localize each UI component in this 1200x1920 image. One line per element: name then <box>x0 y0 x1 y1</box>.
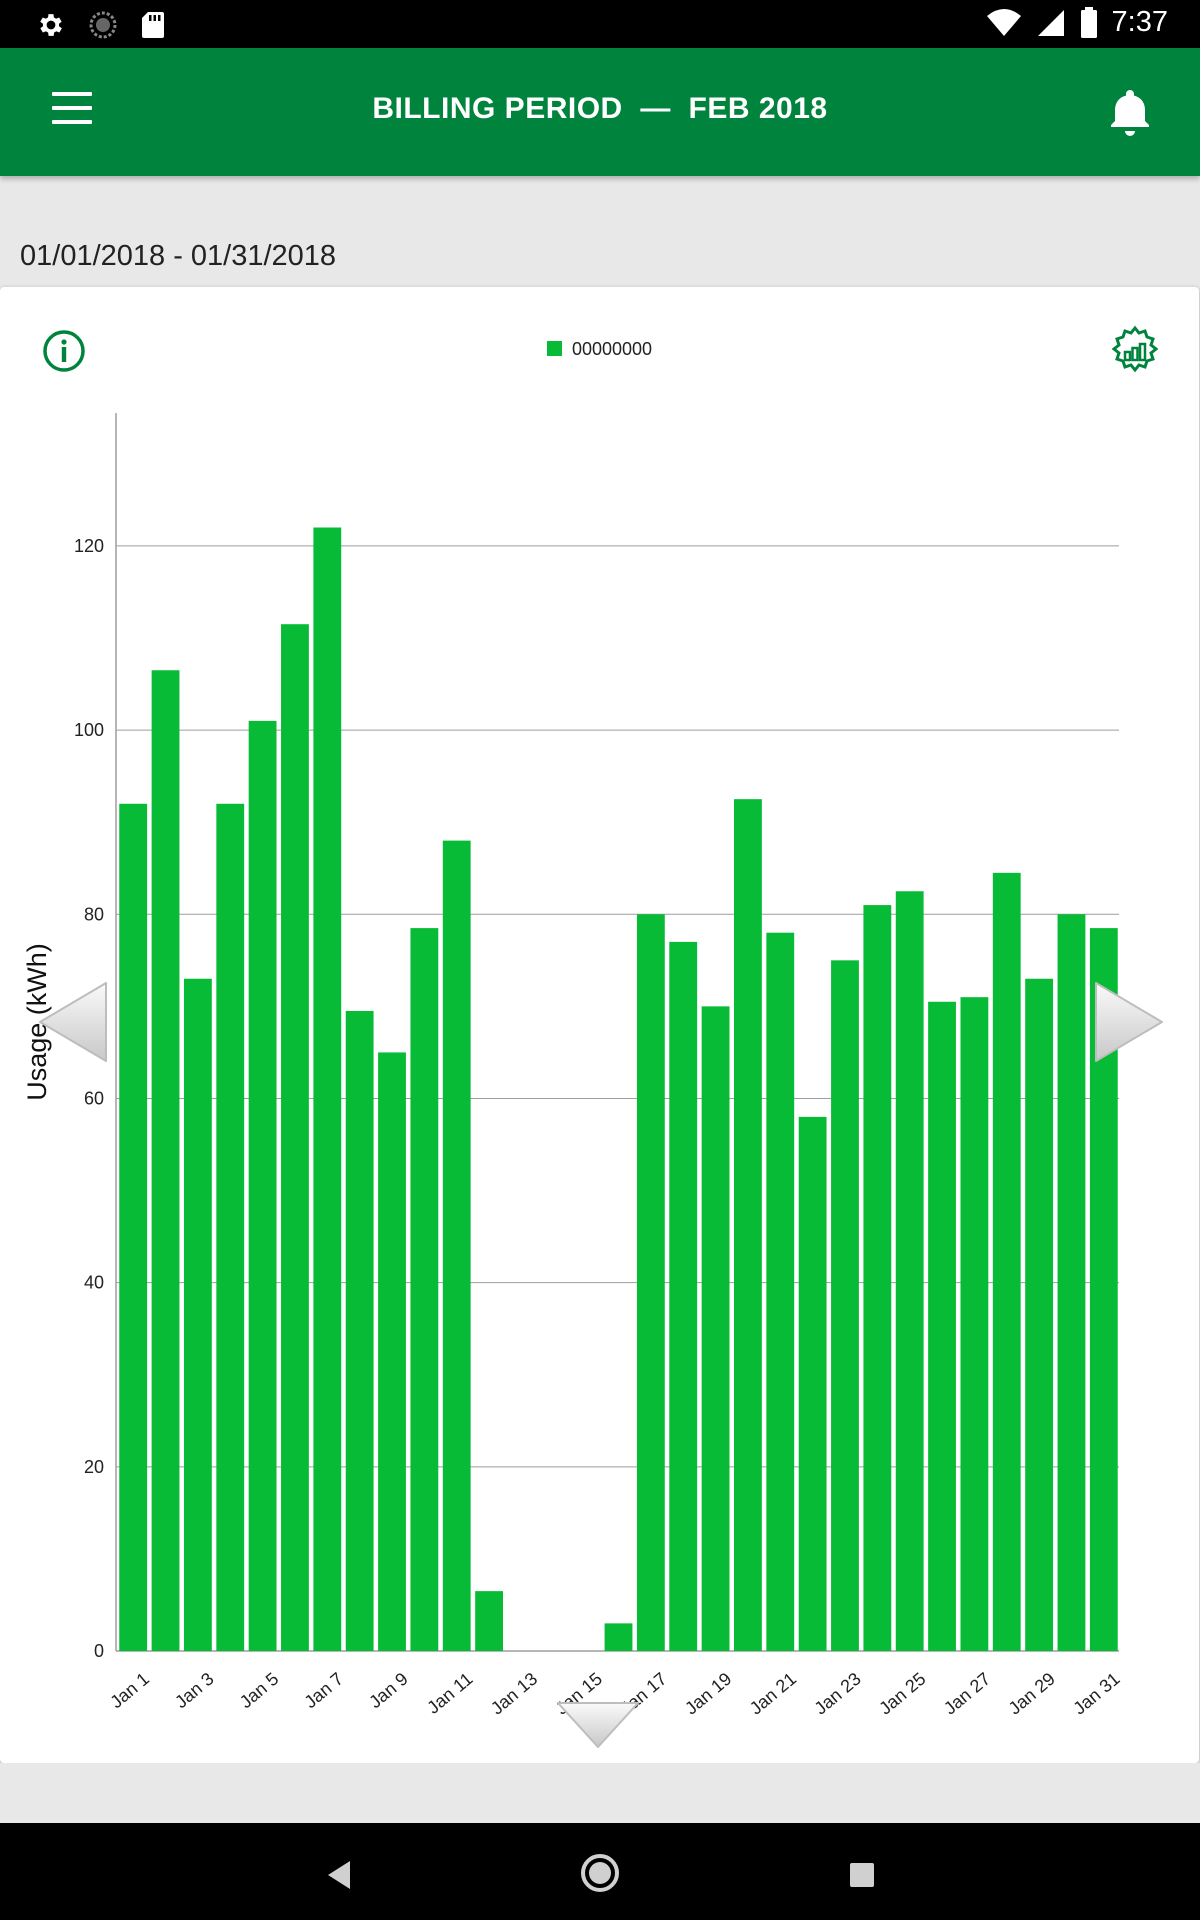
y-tick-label: 20 <box>84 1457 104 1477</box>
x-tick-label: Jan 27 <box>940 1669 994 1719</box>
bell-icon <box>1111 90 1149 136</box>
page-title: BILLING PERIOD — FEB 2018 <box>372 92 828 125</box>
notifications-button[interactable] <box>1106 86 1154 138</box>
info-button[interactable] <box>42 329 86 373</box>
chevron-left-icon <box>39 982 107 1062</box>
bar-jan-26 <box>928 1001 956 1651</box>
x-tick-label: Jan 7 <box>301 1669 348 1713</box>
usage-chart-card: 00000000 0 20 40 60 80 100 120 Jan 1 Jan 3 Jan 5 J… <box>0 287 1199 1763</box>
billing-date-range: 01/01/2018 - 01/31/2018 <box>20 240 337 272</box>
x-tick-label: Jan 1 <box>106 1669 153 1713</box>
x-tick-label: Jan 13 <box>487 1669 541 1719</box>
x-tick-label: Jan 29 <box>1005 1669 1059 1719</box>
bar-jan-10 <box>410 928 439 1651</box>
home-icon <box>581 1854 619 1892</box>
chevron-down-icon <box>557 1702 639 1748</box>
x-tick-label: Jan 5 <box>236 1669 283 1713</box>
bar-jan-28 <box>992 872 1021 1651</box>
bar-jan-4 <box>216 803 245 1651</box>
bar-jan-20 <box>734 799 762 1651</box>
chart-settings-button[interactable] <box>1109 325 1161 377</box>
x-tick-label: Jan 11 <box>423 1669 476 1718</box>
sync-icon <box>89 11 117 39</box>
bar-jan-2 <box>151 670 180 1651</box>
clock: 7:37 <box>1111 6 1168 38</box>
x-tick-label: Jan 21 <box>746 1669 800 1719</box>
bar-jan-22 <box>798 1116 827 1651</box>
bar-jan-16 <box>604 1623 633 1651</box>
next-period-button[interactable] <box>1088 977 1168 1067</box>
x-tick-label: Jan 3 <box>171 1669 218 1713</box>
legend-label: 00000000 <box>571 339 653 359</box>
app-bar: BILLING PERIOD — FEB 2018 <box>0 48 1200 176</box>
bar-jan-12 <box>475 1591 503 1651</box>
menu-icon-line <box>52 106 92 110</box>
system-nav-bar <box>0 1823 1200 1920</box>
recents-icon <box>850 1863 874 1887</box>
settings-icon <box>40 14 62 36</box>
bar-jan-6 <box>281 624 309 1651</box>
wifi-icon <box>986 8 1021 36</box>
legend-swatch <box>546 341 562 356</box>
bar-jan-27 <box>960 997 989 1651</box>
home-button[interactable] <box>578 1851 622 1895</box>
info-icon <box>43 330 85 372</box>
back-button[interactable] <box>320 1855 360 1895</box>
status-bar-right: 7:37 <box>986 6 1168 39</box>
y-tick-label: 100 <box>74 720 104 740</box>
menu-icon-line <box>52 120 92 124</box>
bar-jan-17 <box>636 914 665 1651</box>
bar-jan-7 <box>313 527 342 1651</box>
chevron-right-icon <box>1095 982 1163 1062</box>
battery-icon <box>1080 6 1097 38</box>
usage-bar-chart: 0 20 40 60 80 100 120 Jan 1 Jan 3 Jan 5 Jan 7 Jan 9… <box>22 413 1124 1719</box>
back-icon <box>328 1861 350 1889</box>
bar-jan-1 <box>119 803 148 1651</box>
bar-jan-11 <box>442 840 471 1651</box>
bar-jan-21 <box>766 932 795 1651</box>
bar-jan-5 <box>248 720 277 1651</box>
status-bar-left <box>36 10 166 40</box>
bar-jan-18 <box>669 941 698 1651</box>
sd-card-icon <box>142 12 164 38</box>
x-tick-label: Jan 31 <box>1069 1669 1123 1719</box>
chart-legend: 00000000 <box>0 339 1199 360</box>
bar-jan-3 <box>183 978 212 1651</box>
x-tick-label: Jan 19 <box>681 1669 735 1719</box>
y-tick-label: 80 <box>84 904 104 924</box>
x-tick-label: Jan 25 <box>875 1669 929 1719</box>
recents-button[interactable] <box>842 1855 882 1895</box>
bar-jan-8 <box>345 1010 374 1651</box>
chart-settings-icon <box>1111 325 1159 373</box>
bar-jan-30 <box>1057 914 1086 1651</box>
y-tick-label: 60 <box>84 1088 104 1108</box>
y-tick-label: 0 <box>94 1641 104 1661</box>
x-tick-label: Jan 23 <box>811 1669 865 1719</box>
bar-jan-24 <box>863 905 892 1651</box>
bar-jan-23 <box>831 960 859 1651</box>
content-bottom <box>0 1763 1200 1823</box>
previous-period-button[interactable] <box>34 977 114 1067</box>
bar-jan-19 <box>701 1006 730 1651</box>
menu-icon-line <box>52 92 92 96</box>
status-bar: 7:37 <box>0 0 1200 48</box>
bar-jan-29 <box>1025 978 1054 1651</box>
bar-jan-25 <box>895 891 924 1651</box>
x-tick-label: Jan 9 <box>365 1669 412 1713</box>
y-tick-label: 120 <box>74 536 104 556</box>
expand-details-button[interactable] <box>552 1697 644 1753</box>
y-tick-label: 40 <box>84 1273 104 1293</box>
bar-jan-9 <box>378 1052 406 1651</box>
menu-button[interactable] <box>46 92 98 132</box>
signal-icon <box>1037 9 1064 36</box>
